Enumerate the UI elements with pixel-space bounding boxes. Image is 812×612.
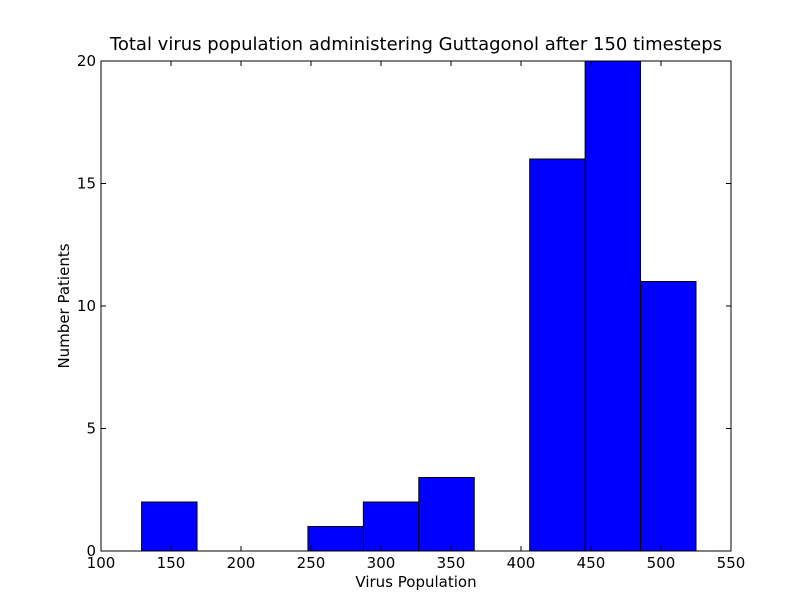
y-axis-label: Number Patients [55, 243, 73, 368]
x-tick-label-2: 200 [227, 554, 256, 572]
chart-title: Total virus population administering Gut… [109, 34, 722, 55]
y-tick-label-3: 15 [77, 175, 96, 193]
x-tick-label-9: 550 [717, 554, 746, 572]
ticks-layer: 100 150 200 250 300 350 400 450 500 550 0 5 10 15 20 [77, 52, 745, 572]
x-tick-label-1: 150 [157, 554, 186, 572]
histogram-bar-4 [362, 501, 420, 552]
histogram-bar-8 [584, 60, 642, 552]
histogram-bar-5 [418, 477, 475, 552]
y-tick-label-2: 10 [77, 297, 96, 315]
y-tick-label-4: 20 [77, 52, 96, 70]
x-tick-label-0: 100 [87, 554, 116, 572]
y-tick-label-0: 0 [86, 542, 96, 560]
histogram-bar-0 [141, 501, 198, 552]
histogram-bar-3 [307, 526, 364, 552]
x-tick-label-7: 450 [577, 554, 606, 572]
x-tick-label-8: 500 [647, 554, 676, 572]
histogram-bar-7 [529, 158, 586, 552]
x-axis-label: Virus Population [355, 573, 476, 591]
x-tick-label-6: 400 [507, 554, 536, 572]
histogram-bar-9 [640, 281, 697, 552]
x-tick-label-5: 350 [437, 554, 466, 572]
bars-layer [141, 60, 697, 552]
y-tick-label-1: 5 [86, 420, 96, 438]
x-tick-label-3: 250 [297, 554, 326, 572]
x-tick-label-4: 300 [367, 554, 396, 572]
